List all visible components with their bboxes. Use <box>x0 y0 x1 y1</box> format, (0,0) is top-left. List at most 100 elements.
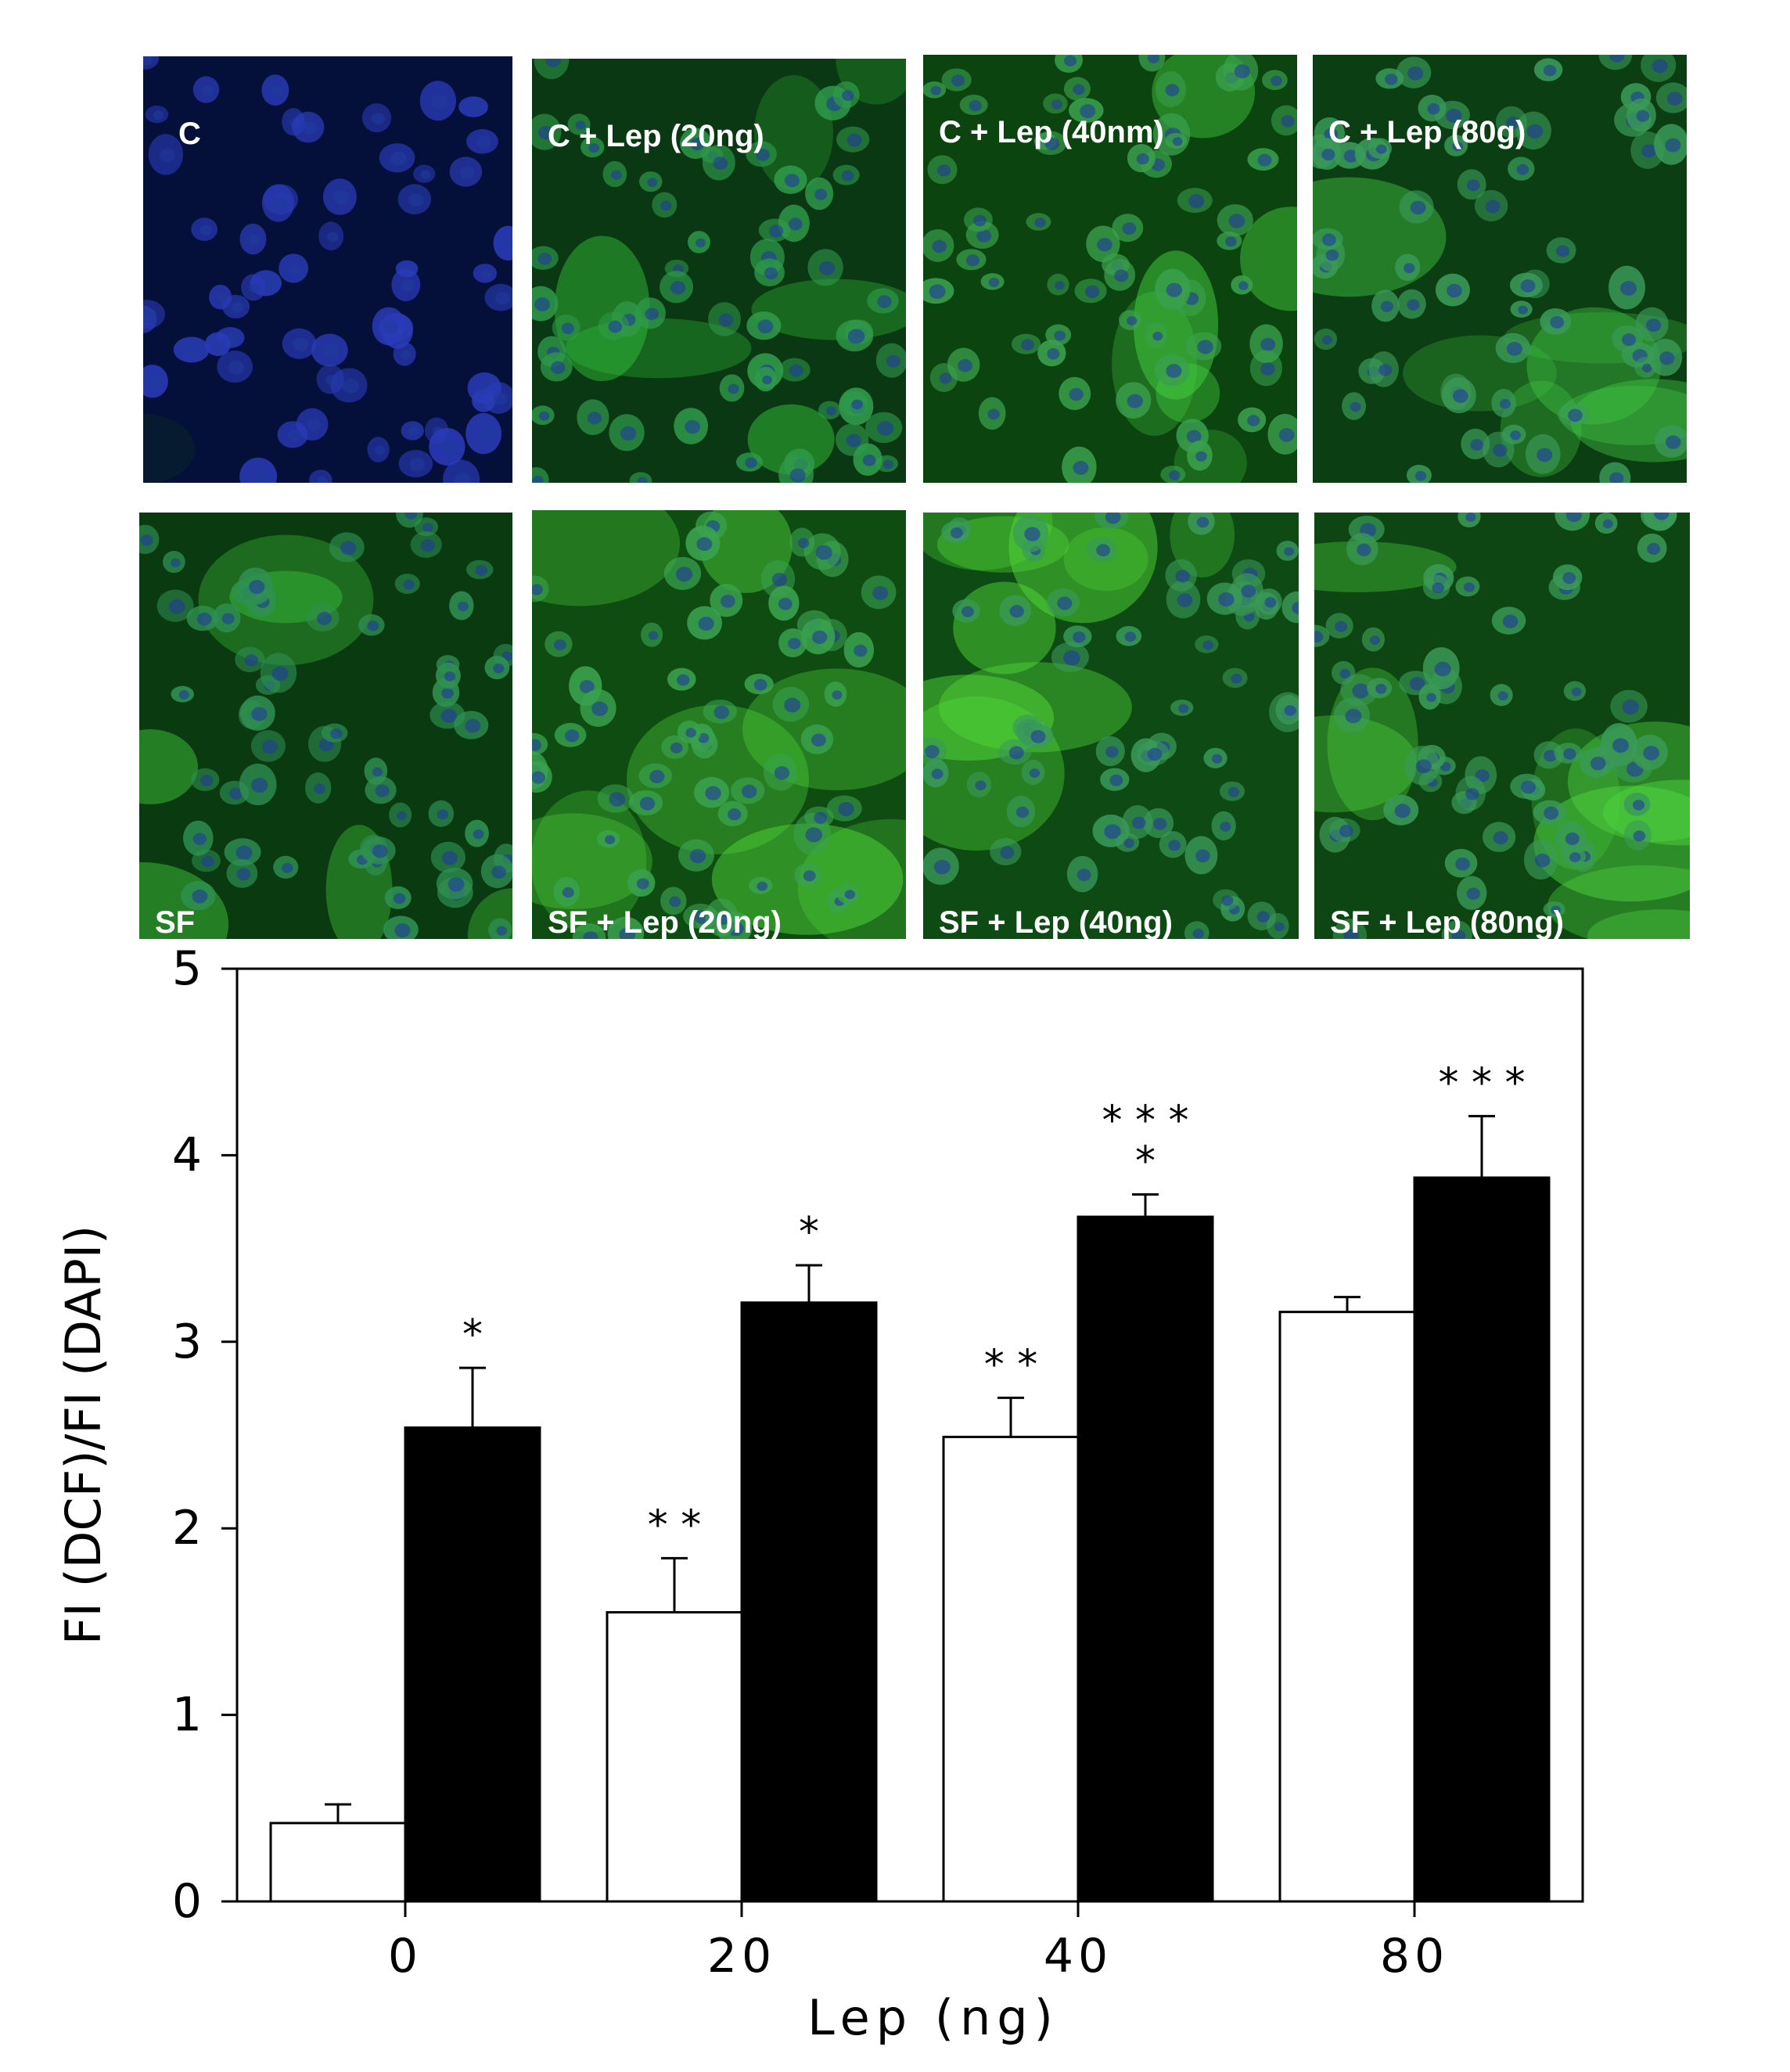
nucleus <box>143 56 153 66</box>
micrograph-panel: SF + Lep (20ng) <box>532 510 906 940</box>
nucleus <box>553 639 566 651</box>
bar <box>404 1426 541 1903</box>
nucleus <box>1196 516 1210 528</box>
nucleus <box>1109 774 1123 786</box>
micrograph-panel: SF <box>139 513 512 940</box>
nucleus <box>394 893 406 905</box>
nucleus <box>326 232 339 243</box>
nucleus <box>1451 930 1466 939</box>
nucleus <box>862 454 876 466</box>
nucleus <box>698 617 714 631</box>
nucleus <box>1339 668 1350 678</box>
nucleus <box>645 308 660 321</box>
nucleus <box>404 513 418 520</box>
nucleus <box>562 887 574 898</box>
nucleus <box>492 392 508 405</box>
nucleus <box>1136 153 1149 165</box>
nucleus <box>447 876 465 892</box>
nucleus <box>1321 233 1336 246</box>
nucleus <box>1124 631 1137 642</box>
nucleus <box>713 705 730 719</box>
x-axis: 0 20 40 80 <box>388 1901 1444 1984</box>
nucleus <box>244 654 259 667</box>
bars <box>269 1114 1551 1903</box>
micrograph-panel: SF + Lep (40ng) <box>923 513 1299 940</box>
nucleus <box>604 835 616 845</box>
nucleus <box>1465 788 1479 800</box>
nucleus <box>1506 341 1522 356</box>
nucleus <box>1643 746 1660 761</box>
nucleus <box>757 881 768 891</box>
nucleus <box>271 666 289 682</box>
nucleus <box>1080 104 1096 119</box>
nucleus <box>1497 691 1508 701</box>
nucleus <box>1188 194 1205 209</box>
bar <box>269 1822 407 1903</box>
nucleus <box>1063 650 1080 666</box>
micrograph-panel: SF + Lep (80ng) <box>1314 513 1690 940</box>
nucleus <box>1352 683 1369 699</box>
nucleus <box>251 469 268 483</box>
nucleus <box>1281 115 1295 128</box>
nucleus <box>1659 351 1675 365</box>
y-tick-label: 2 <box>172 1501 202 1556</box>
nucleus <box>1378 364 1393 376</box>
nucleus <box>768 225 784 238</box>
nucleus <box>713 156 728 171</box>
nucleus <box>1324 128 1339 141</box>
nucleus <box>932 239 947 254</box>
nucleus <box>1562 572 1576 585</box>
bar <box>1077 1215 1214 1903</box>
nucleus <box>784 174 800 188</box>
nucleus <box>1534 853 1551 868</box>
nucleus <box>1177 593 1193 607</box>
nucleus <box>271 85 283 97</box>
nucleus <box>847 329 865 344</box>
nucleus <box>444 671 456 682</box>
nucleus <box>1105 513 1121 524</box>
nucleus <box>1084 285 1100 298</box>
nucleus <box>1375 144 1387 154</box>
nucleus <box>939 372 952 384</box>
nucleus <box>720 594 735 608</box>
nucleus <box>1172 137 1183 146</box>
fluorescence-glow <box>953 581 1056 674</box>
nucleus <box>1466 887 1480 900</box>
nucleus <box>1231 673 1242 684</box>
nucleus <box>1357 543 1371 556</box>
nucleus <box>316 611 332 625</box>
nucleus <box>1453 389 1468 403</box>
nucleus <box>1175 570 1190 583</box>
nucleus <box>936 164 951 177</box>
nucleus <box>789 468 806 483</box>
nucleus <box>532 739 541 751</box>
nucleus <box>538 125 554 140</box>
nucleus <box>228 360 245 375</box>
nucleus <box>1505 117 1520 129</box>
x-tick-label: 40 <box>1044 1929 1112 1984</box>
nucleus <box>1543 64 1557 77</box>
nucleus <box>1493 831 1508 845</box>
nucleus <box>1123 838 1134 848</box>
nucleus <box>251 707 268 721</box>
nucleus <box>196 612 212 626</box>
y-axis-title: FI (DCF)/FI (DAPI) <box>55 1225 112 1645</box>
nucleus <box>178 690 189 700</box>
nucleus <box>846 433 861 448</box>
nucleus <box>1446 108 1462 123</box>
nucleus <box>965 254 980 267</box>
nucleus <box>1343 929 1360 939</box>
significance-label: * * <box>648 1502 702 1549</box>
nucleus <box>1321 335 1333 345</box>
fluorescence-glow <box>532 510 681 606</box>
micrograph-label: C + Lep (40nm) <box>939 115 1164 149</box>
nucleus <box>846 133 862 147</box>
nucleus <box>1551 905 1561 915</box>
nucleus <box>685 419 700 434</box>
nucleus <box>1057 596 1073 610</box>
nucleus <box>696 537 713 552</box>
significance-markers: * ** ***** * ** * * <box>462 1059 1526 1549</box>
x-axis-title: Lep (ng) <box>807 1989 1059 2046</box>
nucleus <box>1609 55 1625 63</box>
nucleus <box>342 379 359 394</box>
